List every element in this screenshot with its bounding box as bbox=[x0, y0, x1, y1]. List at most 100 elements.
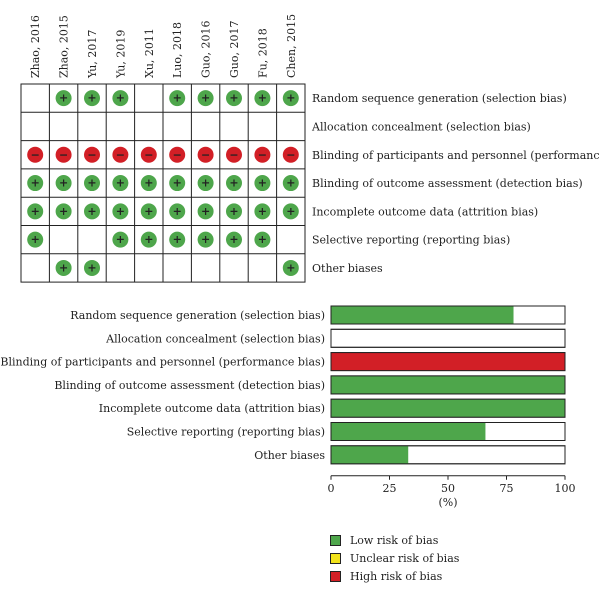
judgement-low-symbol: + bbox=[201, 177, 210, 190]
x-axis-label: (%) bbox=[438, 496, 457, 509]
legend-item-unclear: Unclear risk of bias bbox=[330, 550, 590, 566]
x-tick-label: 25 bbox=[383, 482, 397, 495]
judgement-low-symbol: + bbox=[59, 177, 68, 190]
domain-label: Allocation concealment (selection bias) bbox=[311, 120, 531, 133]
bar-category-label: Blinding of outcome assessment (detectio… bbox=[54, 379, 325, 392]
judgement-low-circle bbox=[282, 259, 299, 276]
judgement-low-circle bbox=[112, 175, 129, 192]
judgement-low-circle bbox=[197, 203, 214, 220]
judgement-low-symbol: + bbox=[59, 205, 68, 218]
judgement-low-symbol: + bbox=[116, 177, 125, 190]
study-label: Guo, 2017 bbox=[228, 21, 241, 78]
domain-label: Blinding of participants and personnel (… bbox=[312, 149, 600, 162]
judgement-low-symbol: + bbox=[173, 205, 182, 218]
judgement-low-circle bbox=[254, 231, 271, 248]
judgement-low-circle bbox=[197, 90, 214, 107]
judgement-low-circle bbox=[254, 90, 271, 107]
legend: Low risk of bias Unclear risk of bias Hi… bbox=[330, 532, 590, 592]
bar-outline bbox=[330, 445, 566, 465]
judgement-low-circle bbox=[169, 175, 186, 192]
judgement-high-symbol: − bbox=[116, 148, 125, 161]
bar-segment bbox=[331, 375, 565, 394]
domain-label: Incomplete outcome data (attrition bias) bbox=[312, 205, 538, 218]
judgement-high-circle bbox=[282, 146, 299, 163]
judgement-low-symbol: + bbox=[31, 233, 40, 246]
judgement-high-symbol: − bbox=[31, 148, 40, 161]
judgement-low-symbol: + bbox=[229, 92, 238, 105]
judgement-low-symbol: + bbox=[116, 205, 125, 218]
judgement-low-symbol: + bbox=[286, 261, 295, 274]
judgement-low-symbol: + bbox=[286, 205, 295, 218]
judgement-high-circle bbox=[140, 146, 157, 163]
judgement-high-circle bbox=[84, 146, 100, 163]
judgement-low-circle bbox=[112, 90, 129, 107]
x-tick-label: 50 bbox=[441, 482, 455, 495]
judgement-low-symbol: + bbox=[258, 205, 267, 218]
judgement-low-circle bbox=[112, 203, 129, 220]
bar-category-label: Allocation concealment (selection bias) bbox=[105, 332, 325, 345]
judgement-low-symbol: + bbox=[59, 261, 68, 274]
judgement-low-circle bbox=[55, 259, 72, 276]
legend-swatch-high bbox=[330, 570, 341, 582]
judgement-low-circle bbox=[282, 175, 299, 192]
judgement-low-circle bbox=[169, 231, 186, 248]
judgement-low-circle bbox=[84, 90, 100, 107]
judgement-low-symbol: + bbox=[144, 177, 153, 190]
study-label: Fu, 2018 bbox=[256, 28, 269, 78]
legend-label-unclear: Unclear risk of bias bbox=[350, 551, 460, 565]
bar-outline bbox=[330, 328, 566, 348]
judgement-low-circle bbox=[197, 231, 214, 248]
judgement-low-symbol: + bbox=[87, 177, 96, 190]
bar-outline bbox=[330, 305, 566, 325]
study-label: Chen, 2015 bbox=[285, 14, 298, 78]
judgement-low-circle bbox=[254, 203, 271, 220]
judgement-low-symbol: + bbox=[173, 177, 182, 190]
bar-segment bbox=[331, 399, 565, 418]
judgement-low-circle bbox=[84, 175, 100, 192]
judgement-low-symbol: + bbox=[87, 261, 96, 274]
bar-segment bbox=[331, 445, 409, 464]
judgement-low-circle bbox=[27, 175, 44, 192]
judgement-low-symbol: + bbox=[201, 233, 210, 246]
bar-frame bbox=[330, 328, 566, 348]
judgement-low-symbol: + bbox=[201, 205, 210, 218]
domain-label: Random sequence generation (selection bi… bbox=[312, 92, 567, 105]
bar-category-label: Selective reporting (reporting bias) bbox=[127, 426, 325, 439]
study-label: Yu, 2019 bbox=[114, 30, 127, 79]
judgement-high-circle bbox=[112, 146, 129, 163]
domain-label: Blinding of outcome assessment (detectio… bbox=[312, 177, 583, 190]
judgement-high-symbol: − bbox=[229, 148, 238, 161]
study-label: Zhao, 2015 bbox=[58, 15, 71, 78]
judgement-high-circle bbox=[254, 146, 271, 163]
judgement-low-circle bbox=[140, 175, 157, 192]
judgement-low-circle bbox=[282, 90, 299, 107]
judgement-low-symbol: + bbox=[31, 205, 40, 218]
study-label: Guo, 2016 bbox=[200, 21, 213, 78]
judgement-low-circle bbox=[140, 203, 157, 220]
judgement-low-symbol: + bbox=[59, 92, 68, 105]
judgement-low-circle bbox=[84, 259, 100, 276]
judgement-low-symbol: + bbox=[116, 233, 125, 246]
legend-item-low: Low risk of bias bbox=[330, 532, 590, 548]
judgement-low-circle bbox=[282, 203, 299, 220]
x-tick-label: 0 bbox=[328, 482, 335, 495]
bar-category-label: Blinding of participants and personnel (… bbox=[0, 356, 325, 369]
legend-swatch-unclear bbox=[330, 552, 341, 564]
judgement-low-symbol: + bbox=[229, 177, 238, 190]
judgement-high-circle bbox=[55, 146, 72, 163]
judgement-low-symbol: + bbox=[229, 233, 238, 246]
judgement-high-symbol: − bbox=[201, 148, 210, 161]
judgement-low-circle bbox=[55, 90, 72, 107]
judgement-high-symbol: − bbox=[173, 148, 182, 161]
judgement-high-symbol: − bbox=[87, 148, 96, 161]
legend-label-high: High risk of bias bbox=[350, 569, 443, 583]
judgement-low-circle bbox=[226, 231, 242, 248]
bar-category-label: Random sequence generation (selection bi… bbox=[70, 309, 325, 322]
judgement-low-symbol: + bbox=[229, 205, 238, 218]
bar-category-label: Other biases bbox=[254, 449, 325, 462]
legend-label-low: Low risk of bias bbox=[350, 533, 439, 547]
judgement-low-symbol: + bbox=[201, 92, 210, 105]
judgement-low-symbol: + bbox=[144, 205, 153, 218]
judgement-low-circle bbox=[254, 175, 271, 192]
judgement-high-circle bbox=[169, 146, 186, 163]
